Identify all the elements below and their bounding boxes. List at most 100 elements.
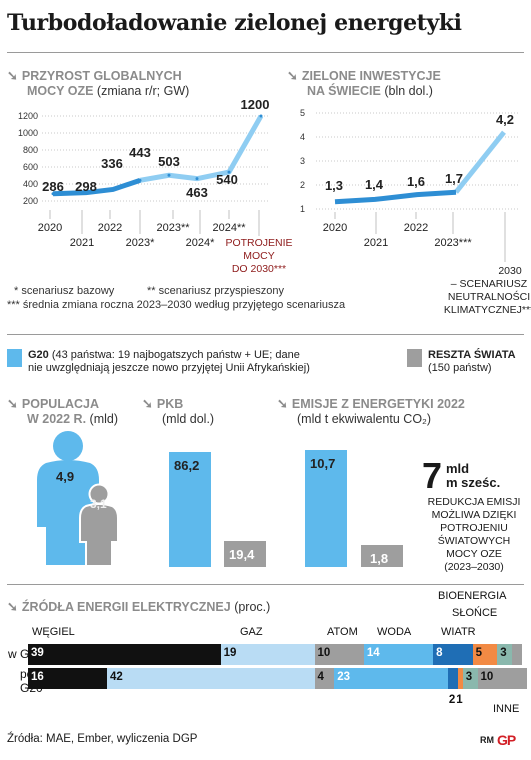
seg-value: 39 — [31, 647, 44, 659]
footnote-2: ** scenariusz przyspieszony — [147, 285, 284, 297]
growth-point — [227, 170, 231, 174]
investment-x-label-2030: – SCENARIUSZ — [451, 278, 528, 290]
investment-x-label-2030: NEUTRALNOŚCI — [448, 290, 530, 303]
seg-woda — [363, 644, 434, 665]
growth-ytick: 400 — [23, 179, 38, 189]
growth-point — [259, 114, 263, 118]
growth-x-label: 2024** — [212, 222, 246, 234]
growth-value-label: 336 — [101, 156, 123, 171]
arrow-icon: ➘ — [142, 396, 153, 411]
investment-value-label: 1,3 — [325, 178, 343, 193]
legend-rest: RESZTA ŚWIATA (150 państw) — [428, 349, 516, 374]
callout-number: 7 — [422, 455, 443, 496]
growth-point — [167, 173, 171, 177]
gdp-g20-value: 86,2 — [174, 458, 200, 473]
growth-value-label: 286 — [42, 179, 64, 194]
seg-wiatr — [433, 644, 474, 665]
seg-value: 10 — [480, 671, 494, 683]
growth-point — [84, 191, 88, 195]
growth-value-label: 540 — [216, 172, 238, 187]
gdp-g20-bar — [169, 452, 211, 567]
seg-value: 19 — [223, 647, 237, 659]
callout-unit: mld m sześc. — [446, 461, 501, 490]
seg-węgiel — [28, 644, 222, 665]
growth-x-label: 2024* — [186, 237, 215, 249]
seg-bioenergia — [462, 668, 479, 689]
gdp-rest-bar — [224, 541, 266, 567]
growth-ytick: 1000 — [18, 128, 38, 138]
investment-line-actual — [334, 189, 457, 205]
population-rest-value: 3,1 — [90, 497, 107, 511]
arrow-icon: ➘ — [277, 396, 288, 411]
seg-wiatr — [447, 668, 459, 689]
growth-x-label-tripling: POTROJENIE — [225, 237, 292, 249]
investment-value-label: 1,4 — [365, 177, 384, 192]
legend-rest-swatch — [407, 349, 422, 367]
growth-ytick: 800 — [23, 145, 38, 155]
investment-x-label-2030: KLIMATYCZNEJ*** — [444, 304, 531, 316]
investment-value-label: 1,7 — [445, 171, 463, 186]
population-header: ➘ POPULACJA W 2022 R. (mld) — [7, 396, 119, 426]
seg-węgiel — [28, 668, 108, 689]
seg-value: 4 — [317, 671, 324, 683]
population-g20-value: 4,9 — [56, 469, 75, 484]
title-divider — [7, 52, 524, 53]
seg-value: 23 — [337, 671, 351, 683]
seg-value: 16 — [31, 671, 44, 683]
emissions-rest-bar — [361, 545, 403, 567]
investment-ytick: 5 — [300, 108, 305, 118]
label-bioenergia: BIOENERGIA — [438, 590, 507, 602]
growth-x-label-tripling: DO 2030*** — [232, 263, 286, 275]
seg-value: 3 — [500, 647, 507, 659]
label-inne: INNE — [493, 703, 520, 715]
arrow-icon: ➘ — [7, 599, 18, 614]
growth-chart-header: ➘ PRZYROST GLOBALNYCH MOCY OZE (zmiana r/… — [7, 68, 190, 98]
sources-header: ➘ ŹRÓDŁA ENERGII ELEKTRYCZNEJ (proc.) — [7, 599, 271, 614]
investment-x-label: 2023*** — [434, 237, 472, 249]
seg-inne — [512, 644, 523, 665]
author-initials: RM — [480, 735, 494, 745]
arrow-icon: ➘ — [7, 68, 18, 83]
label-wiatr: WIATR — [441, 626, 476, 638]
emissions-header: ➘ EMISJE Z ENERGETYKI 2022 (mld t ekwiwal… — [277, 396, 465, 426]
growth-ytick: 200 — [23, 196, 38, 206]
seg-value: 8 — [436, 647, 443, 659]
growth-value-label: 443 — [129, 145, 151, 160]
seg-value: 2 — [448, 694, 456, 706]
growth-x-label: 2022 — [98, 222, 122, 234]
seg-gaz — [107, 668, 315, 689]
growth-x-label-tripling: MOCY — [243, 250, 275, 262]
legend-g20-swatch — [7, 349, 22, 367]
source-note: Źródła: MAE, Ember, wyliczenia DGP — [7, 733, 198, 745]
investment-x-label: 2022 — [404, 222, 428, 234]
label-woda: WODA — [377, 626, 412, 638]
seg-atom — [314, 644, 365, 665]
page-title: Turbodoładowanie zielonej energetyki — [7, 10, 462, 36]
growth-value-label: 463 — [186, 185, 208, 200]
seg-value: 10 — [317, 647, 331, 659]
emissions-g20-bar — [305, 450, 347, 567]
legend-g20: G20 (43 państwa: 19 najbogatszych państw… — [28, 349, 310, 374]
growth-value-label: 1200 — [241, 97, 270, 112]
seg-value: 1 — [456, 694, 463, 706]
growth-point — [138, 178, 142, 182]
gdp-header: ➘ PKB (mld dol.) — [142, 396, 215, 426]
seg-value: 3 — [465, 671, 473, 683]
section-divider — [7, 334, 524, 335]
footnote-3: *** średnia zmiana roczna 2023–2030 wedł… — [7, 299, 346, 311]
investment-ytick: 1 — [300, 204, 305, 214]
label-gaz: GAZ — [240, 626, 263, 638]
label-slonce: SŁOŃCE — [452, 607, 498, 619]
growth-value-label: 503 — [158, 154, 180, 169]
growth-ytick: 600 — [23, 162, 38, 172]
seg-bioenergia — [497, 644, 513, 665]
growth-point — [111, 187, 115, 191]
investment-value-label: 1,6 — [407, 174, 425, 189]
investment-x-label-2030: 2030 — [498, 265, 522, 277]
investment-x-label: 2020 — [323, 222, 347, 234]
growth-x-label: 2021 — [70, 237, 94, 249]
growth-x-label: 2020 — [38, 222, 62, 234]
growth-point — [51, 192, 55, 196]
